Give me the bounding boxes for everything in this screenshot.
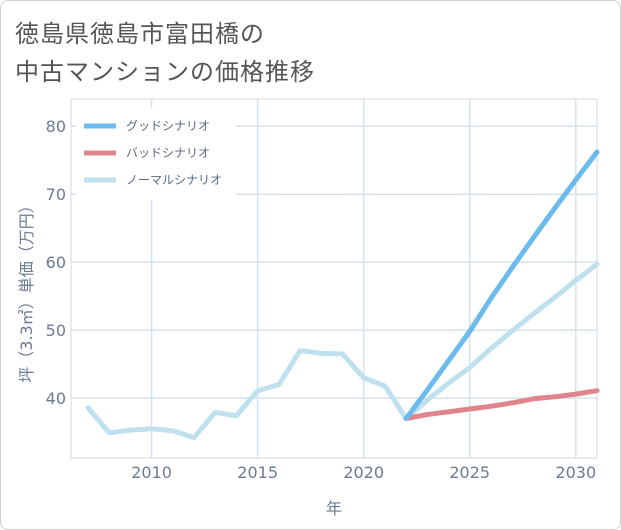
x-axis-label: 年	[326, 499, 342, 518]
y-tick-label-60: 60	[46, 253, 66, 272]
x-tick-label-2010: 2010	[131, 463, 172, 482]
y-tick-label-40: 40	[46, 389, 66, 408]
grid-lines	[71, 99, 597, 458]
axis-ticks: 2010 2015 2020 2025 2030 40 50 60 70 80	[46, 117, 597, 482]
series-line-0	[403, 149, 600, 422]
x-tick-label-2020: 2020	[343, 463, 384, 482]
x-tick-label-2030: 2030	[555, 463, 596, 482]
x-tick-label-2015: 2015	[237, 463, 278, 482]
chart-title-line2: 中古マンションの価格推移	[15, 58, 315, 86]
series-lines	[85, 149, 600, 441]
series-line-1	[403, 388, 600, 422]
y-tick-label-80: 80	[46, 117, 66, 136]
y-axis-label: 坪（3.3㎡）単価（万円）	[17, 197, 36, 382]
series-line-2	[85, 261, 600, 441]
y-tick-label-70: 70	[46, 185, 66, 204]
y-tick-label-50: 50	[46, 321, 66, 340]
legend-label-1[interactable]: バッドシナリオ	[126, 146, 210, 160]
chart-title-line1: 徳島県徳島市富田橋の	[15, 20, 265, 48]
chart-title: 徳島県徳島市富田橋の 中古マンションの価格推移	[15, 15, 315, 91]
plot-area-border	[70, 98, 598, 459]
legend-label-0[interactable]: グッドシナリオ	[126, 119, 210, 133]
legend-label-2[interactable]: ノーマルシナリオ	[126, 173, 222, 187]
x-tick-label-2025: 2025	[449, 463, 490, 482]
